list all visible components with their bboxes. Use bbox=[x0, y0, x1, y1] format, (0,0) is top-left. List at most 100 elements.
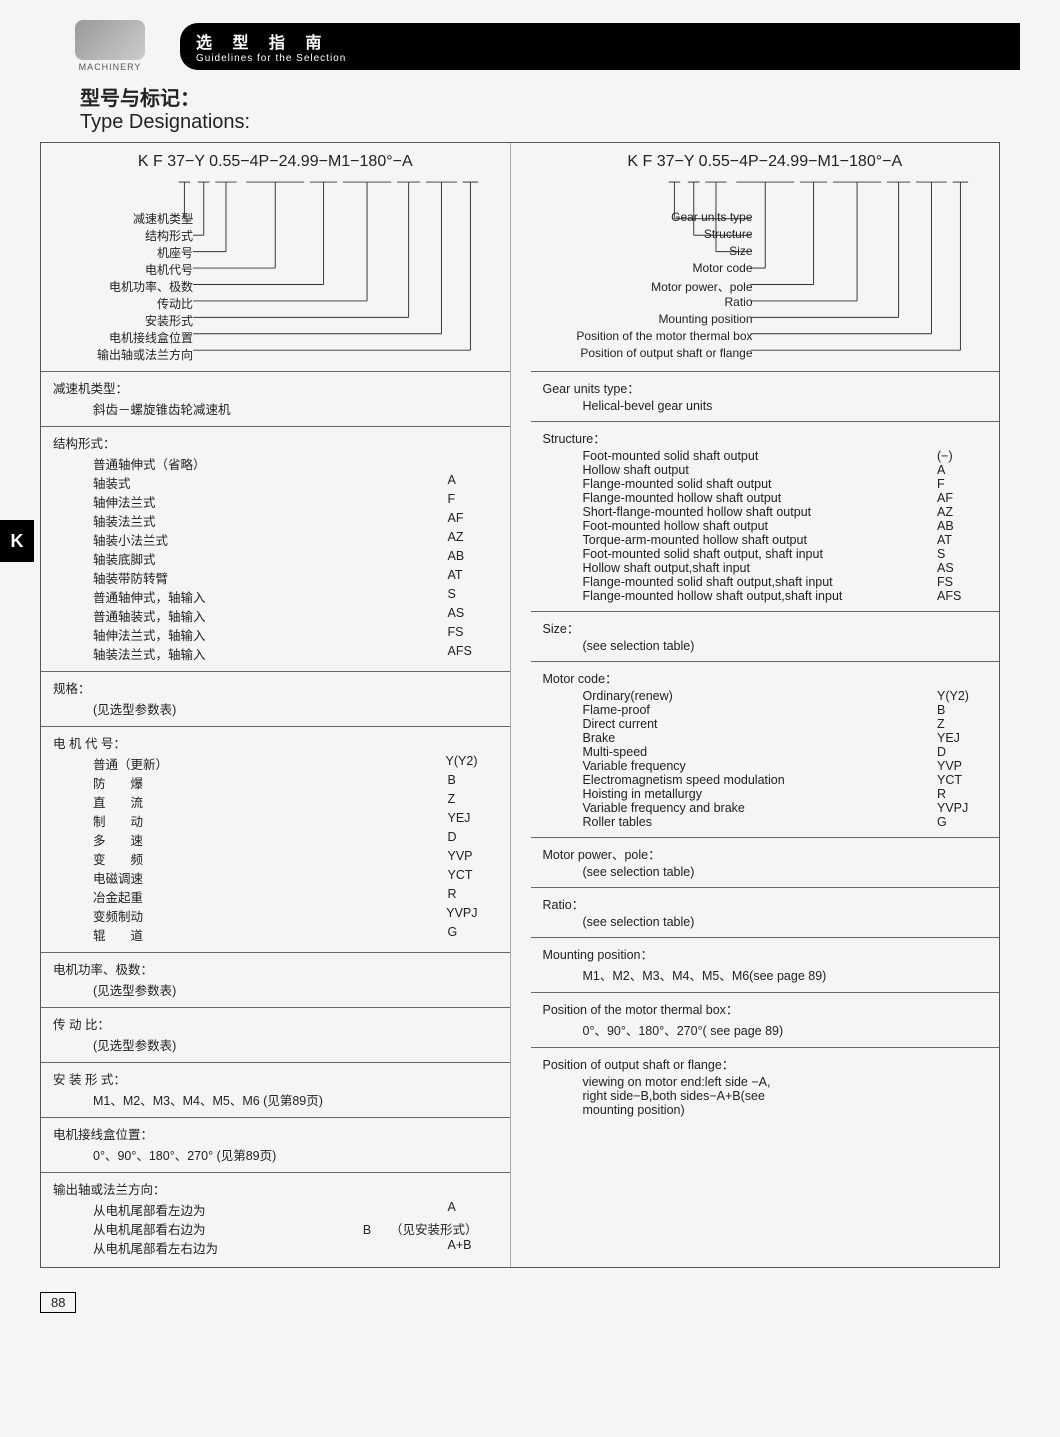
list-row: 普通轴伸式，轴输入S bbox=[93, 587, 498, 606]
section: Position of the motor thermal box：0°、90°… bbox=[543, 995, 988, 1045]
list-label: Flame-proof bbox=[583, 703, 938, 717]
list-label: Hoisting in metallurgy bbox=[583, 787, 938, 801]
list-label: 从电机尾部看左边为 bbox=[93, 1200, 206, 1219]
list-code: (−) bbox=[937, 449, 987, 463]
list-label: 变 频 bbox=[93, 849, 143, 868]
title-cn: 型号与标记： bbox=[80, 82, 1020, 111]
callout-label: 机座号 bbox=[53, 244, 193, 261]
list-code: Y(Y2) bbox=[937, 689, 987, 703]
list-code: FS bbox=[448, 625, 498, 644]
list-label: 制 动 bbox=[93, 811, 143, 830]
list-row: Direct currentZ bbox=[583, 717, 988, 731]
designation-string-cn: K F 37−Y 0.55−4P−24.99−M1−180°−A bbox=[53, 153, 498, 171]
section: 电 机 代 号：普通（更新）Y(Y2)防 爆B直 流Z制 动YEJ多 速D变 频… bbox=[53, 729, 498, 950]
callout-label: Size bbox=[543, 244, 753, 261]
list-row: 防 爆B bbox=[93, 773, 498, 792]
section: 结构形式：普通轴伸式（省略）轴装式A轴伸法兰式F轴装法兰式AF轴装小法兰式AZ轴… bbox=[53, 429, 498, 669]
list-label: 轴伸法兰式，轴输入 bbox=[93, 625, 206, 644]
list-code: AS bbox=[937, 561, 987, 575]
list-label: Flange-mounted solid shaft output,shaft … bbox=[583, 575, 938, 589]
list-code: AB bbox=[937, 519, 987, 533]
section: Ratio：(see selection table) bbox=[543, 890, 988, 935]
body-line: viewing on motor end:left side −A, bbox=[583, 1075, 988, 1089]
list-code: YVPJ bbox=[937, 801, 987, 815]
section-body: (see selection table) bbox=[543, 639, 988, 653]
section-divider bbox=[41, 671, 510, 672]
body-line: (见选型参数表) bbox=[93, 699, 498, 718]
section-title: 安 装 形 式： bbox=[53, 1069, 498, 1088]
list-row: Hollow shaft output,shaft inputAS bbox=[583, 561, 988, 575]
body-line: (see selection table) bbox=[583, 639, 988, 653]
list-label: Multi-speed bbox=[583, 745, 938, 759]
callout-label: Position of output shaft or flange bbox=[543, 346, 753, 363]
list-row: 冶金起重R bbox=[93, 887, 498, 906]
body-line: (see selection table) bbox=[583, 915, 988, 929]
list-row: Flange-mounted hollow shaft output,shaft… bbox=[583, 589, 988, 603]
section-body: viewing on motor end:left side −A,right … bbox=[543, 1075, 988, 1117]
list-row: Flange-mounted hollow shaft outputAF bbox=[583, 491, 988, 505]
list-row: 从电机尾部看左右边为A+B bbox=[93, 1238, 498, 1257]
callout-label: 安装形式 bbox=[53, 312, 193, 329]
callout-label: Motor code bbox=[543, 261, 753, 278]
section-divider bbox=[531, 421, 1000, 422]
section-divider bbox=[41, 726, 510, 727]
list-row: Variable frequencyYVP bbox=[583, 759, 988, 773]
list-label: Short-flange-mounted hollow shaft output bbox=[583, 505, 938, 519]
body-line: (见选型参数表) bbox=[93, 1035, 498, 1054]
list-label: Foot-mounted solid shaft output bbox=[583, 449, 938, 463]
list-label: 轴装小法兰式 bbox=[93, 530, 168, 549]
body-line: 0°、90°、180°、270°( see page 89) bbox=[583, 1020, 988, 1039]
section-title: Motor code： bbox=[543, 668, 988, 687]
section-body: 0°、90°、180°、270°( see page 89) bbox=[543, 1020, 988, 1039]
list-code: AZ bbox=[937, 505, 987, 519]
section: Structure：Foot-mounted solid shaft outpu… bbox=[543, 424, 988, 609]
list-label: 轴伸法兰式 bbox=[93, 492, 156, 511]
list-code: S bbox=[448, 587, 498, 606]
list-code: YVPJ bbox=[446, 906, 497, 925]
list-label: 普通（更新） bbox=[93, 754, 168, 773]
section-body: (见选型参数表) bbox=[53, 1035, 498, 1054]
list-row: 轴装法兰式AF bbox=[93, 511, 498, 530]
list-code bbox=[448, 454, 498, 473]
section-body: M1、M2、M3、M4、M5、M6 (见第89页) bbox=[53, 1090, 498, 1109]
list-row: 轴装底脚式 AB bbox=[93, 549, 498, 568]
list-code: FS bbox=[937, 575, 987, 589]
list-label: Foot-mounted solid shaft output, shaft i… bbox=[583, 547, 938, 561]
list-code: AB bbox=[448, 549, 498, 568]
section-title: 电机接线盒位置： bbox=[53, 1124, 498, 1143]
list-code: A bbox=[448, 1200, 498, 1219]
section: Mounting position：M1、M2、M3、M4、M5、M6(see … bbox=[543, 940, 988, 990]
list-label: 直 流 bbox=[93, 792, 143, 811]
section-body: 斜齿－螺旋锥齿轮减速机 bbox=[53, 399, 498, 418]
list-row: Roller tablesG bbox=[583, 815, 988, 829]
list-label: 多 速 bbox=[93, 830, 143, 849]
list-label: 从电机尾部看左右边为 bbox=[93, 1238, 218, 1257]
list-label: Brake bbox=[583, 731, 938, 745]
list-code: D bbox=[448, 830, 498, 849]
section-title: Motor power、pole： bbox=[543, 844, 988, 863]
list-row: Variable frequency and brakeYVPJ bbox=[583, 801, 988, 815]
list-label: Direct current bbox=[583, 717, 938, 731]
list-row: Multi-speedD bbox=[583, 745, 988, 759]
callout-label: 减速机类型 bbox=[53, 210, 193, 227]
callout-label: Mounting position bbox=[543, 312, 753, 329]
list-label: Hollow shaft output,shaft input bbox=[583, 561, 938, 575]
section-body: (see selection table) bbox=[543, 915, 988, 929]
side-tab-k: K bbox=[0, 520, 34, 562]
list-label: Electromagnetism speed modulation bbox=[583, 773, 938, 787]
callout-labels-cn: 减速机类型结构形式机座号电机代号电机功率、极数传动比安装形式电机接线盒位置输出轴… bbox=[53, 210, 193, 363]
section-divider bbox=[531, 661, 1000, 662]
list-label: 普通轴伸式（省略） bbox=[93, 454, 206, 473]
list-label: 防 爆 bbox=[93, 773, 143, 792]
list-code: AT bbox=[448, 568, 498, 587]
section-body: 普通轴伸式（省略）轴装式A轴伸法兰式F轴装法兰式AF轴装小法兰式AZ轴装底脚式A… bbox=[53, 454, 498, 663]
list-code: G bbox=[937, 815, 987, 829]
body-line: M1、M2、M3、M4、M5、M6 (见第89页) bbox=[93, 1090, 498, 1109]
list-row: Torque-arm-mounted hollow shaft outputAT bbox=[583, 533, 988, 547]
section-divider bbox=[531, 1047, 1000, 1048]
section: 减速机类型：斜齿－螺旋锥齿轮减速机 bbox=[53, 374, 498, 424]
list-code: YEJ bbox=[937, 731, 987, 745]
list-code: G bbox=[448, 925, 498, 944]
list-label: 变频制动 bbox=[93, 906, 143, 925]
list-label: 轴装底脚式 bbox=[93, 549, 156, 568]
